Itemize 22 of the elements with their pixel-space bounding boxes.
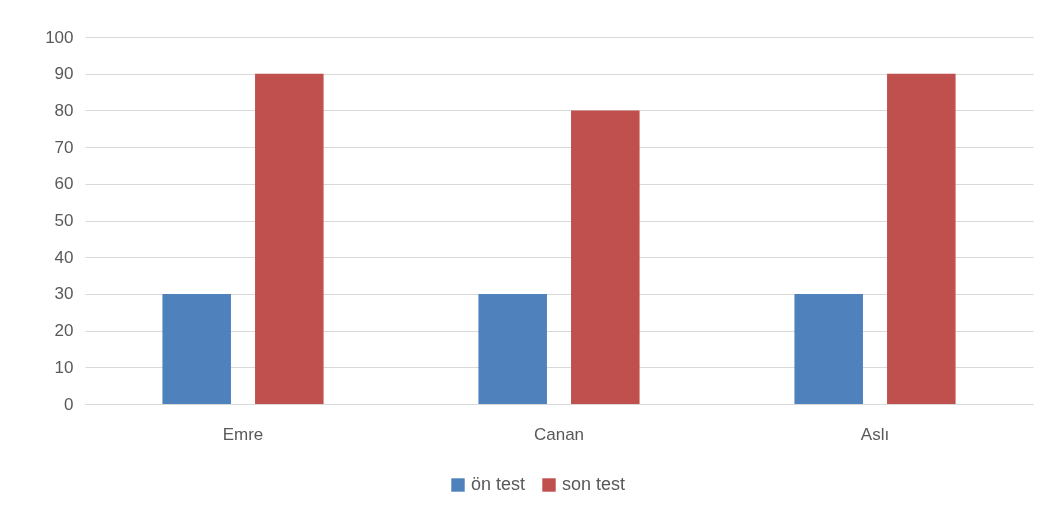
y-tick-label: 50 xyxy=(54,211,74,230)
y-tick-label: 90 xyxy=(54,64,74,84)
y-tick-label: 30 xyxy=(54,284,74,304)
y-tick-label: 100 xyxy=(45,27,74,47)
y-tick-label: 40 xyxy=(54,247,74,267)
y-tick-label: 10 xyxy=(54,357,74,377)
bar xyxy=(478,293,547,404)
x-tick-label: Aslı xyxy=(860,424,890,444)
bar xyxy=(571,110,640,404)
legend-label: son test xyxy=(562,474,626,494)
x-tick-label: Canan xyxy=(533,424,585,444)
y-tick-label: 0 xyxy=(64,394,74,414)
legend-label: ön test xyxy=(471,474,526,494)
y-tick-label: 20 xyxy=(54,321,74,341)
y-tick-label: 70 xyxy=(54,137,74,157)
bar xyxy=(887,73,956,404)
y-tick-label: 60 xyxy=(54,174,74,194)
bar xyxy=(162,293,231,404)
y-tick-label: 80 xyxy=(54,100,74,120)
x-tick-label: Emre xyxy=(222,424,264,444)
bar xyxy=(794,293,863,404)
bar xyxy=(255,73,324,404)
